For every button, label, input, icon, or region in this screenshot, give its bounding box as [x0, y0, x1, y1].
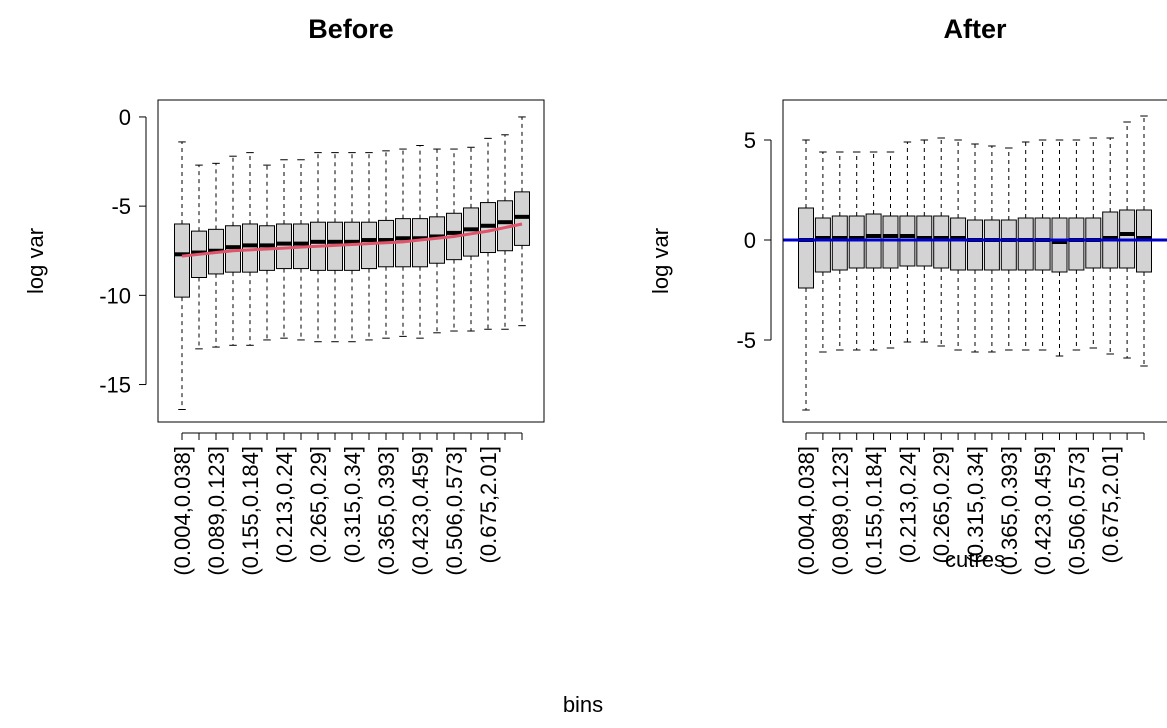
x-tick-label: (0.423,0.459]	[408, 446, 433, 576]
y-tick-label: 5	[744, 128, 756, 153]
box	[950, 217, 967, 271]
x-tick-label: (0.675,2.01]	[1098, 446, 1123, 563]
x-tick-label: (0.365,0.393]	[997, 446, 1022, 576]
box	[1051, 217, 1068, 273]
box	[361, 221, 377, 270]
x-tick-label: (0.155,0.184]	[238, 446, 263, 576]
box	[882, 215, 899, 269]
x-tick-label: (0.675,2.01]	[476, 446, 501, 563]
x-tick-label: (0.506,0.573]	[442, 446, 467, 576]
x-tick-label: (0.265,0.29]	[306, 446, 331, 563]
x-tick-label: (0.089,0.123]	[828, 446, 853, 576]
box	[1085, 217, 1102, 269]
y-tick-label: -5	[736, 328, 756, 353]
box	[276, 223, 292, 270]
x-tick-label: (0.004,0.038]	[794, 446, 819, 576]
plot-frame	[157, 99, 545, 423]
y-tick-label: -15	[99, 373, 131, 398]
box	[983, 219, 1000, 271]
box	[1068, 217, 1085, 271]
x-tick-label: (0.365,0.393]	[374, 446, 399, 576]
x-tick-label: (0.213,0.24]	[272, 446, 297, 563]
box	[798, 207, 814, 289]
trend-line	[181, 222, 523, 258]
x-tick-label: (0.213,0.24]	[895, 446, 920, 563]
box	[967, 219, 983, 271]
box	[1000, 219, 1017, 271]
x-tick-label: (0.004,0.038]	[170, 446, 195, 576]
chart-title: After	[943, 14, 1006, 44]
box	[412, 218, 428, 268]
box	[174, 223, 190, 298]
box	[1034, 217, 1051, 271]
x-tick-label: (0.315,0.34]	[340, 446, 365, 563]
x-tick-label: (0.423,0.459]	[1031, 446, 1056, 576]
box	[344, 221, 360, 271]
x-tick-label: (0.089,0.123]	[204, 446, 229, 576]
box	[1017, 217, 1034, 271]
y-tick-label: 0	[744, 228, 756, 253]
chart-title: Before	[308, 14, 394, 44]
box	[831, 215, 848, 271]
x-tick-label: (0.315,0.34]	[963, 446, 988, 563]
box	[848, 215, 865, 269]
y-tick-label: -5	[111, 194, 131, 219]
x-axis-label: cutres	[945, 547, 1005, 572]
x-tick-label: (0.265,0.29]	[929, 446, 954, 563]
x-tick-label: (0.506,0.573]	[1064, 446, 1089, 576]
y-tick-label: -10	[99, 283, 131, 308]
y-tick-label: 0	[119, 105, 131, 130]
plot-frame	[782, 99, 1167, 423]
x-tick-label: (0.155,0.184]	[862, 446, 887, 576]
box	[814, 217, 831, 273]
y-axis-label: log var	[23, 228, 48, 294]
box	[242, 223, 258, 273]
box	[933, 215, 950, 269]
outer-x-label: bins	[563, 692, 603, 717]
y-axis-label: log var	[648, 228, 673, 294]
